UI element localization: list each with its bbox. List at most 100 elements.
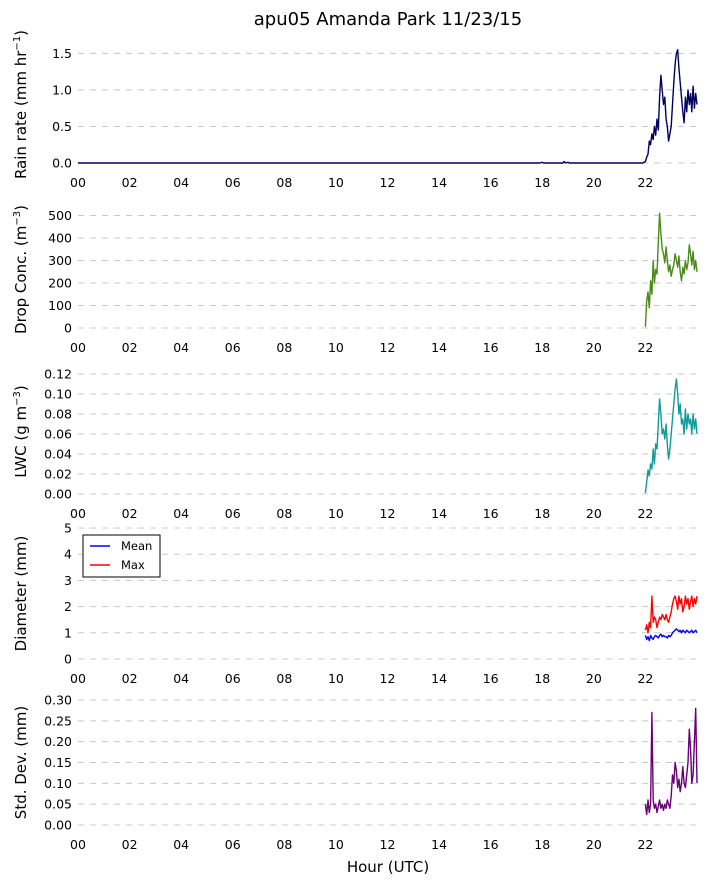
y-axis-label: Drop Conc. (m−3) — [12, 205, 30, 334]
x-tick-label: 18 — [534, 837, 550, 852]
y-tick-label: 0.10 — [44, 776, 72, 791]
x-tick-label: 08 — [276, 837, 292, 852]
x-tick-label: 08 — [276, 175, 292, 190]
y-tick-label: 0.04 — [44, 447, 72, 462]
x-tick-label: 16 — [483, 671, 499, 686]
x-tick-label: 10 — [328, 837, 344, 852]
x-tick-label: 04 — [173, 506, 189, 521]
x-tick-label: 10 — [328, 506, 344, 521]
x-tick-label: 14 — [431, 506, 447, 521]
y-tick-label: 0.02 — [44, 467, 72, 482]
x-tick-label: 00 — [70, 340, 86, 355]
y-tick-label: 0.00 — [44, 487, 72, 502]
y-tick-label: 1.5 — [52, 46, 72, 61]
x-tick-label: 20 — [586, 340, 602, 355]
chart-title: apu05 Amanda Park 11/23/15 — [254, 9, 522, 30]
x-tick-label: 20 — [586, 506, 602, 521]
x-tick-label: 20 — [586, 671, 602, 686]
y-tick-label: 0.06 — [44, 427, 72, 442]
x-tick-label: 12 — [380, 340, 396, 355]
y-axis-label: LWC (g m−3) — [12, 385, 30, 477]
x-tick-label: 04 — [173, 671, 189, 686]
y-tick-label: 0.25 — [44, 713, 72, 728]
x-tick-label: 22 — [637, 340, 653, 355]
x-tick-label: 00 — [70, 671, 86, 686]
x-tick-label: 18 — [534, 340, 550, 355]
x-tick-label: 16 — [483, 340, 499, 355]
x-tick-label: 14 — [431, 671, 447, 686]
x-tick-label: 16 — [483, 175, 499, 190]
x-tick-label: 22 — [637, 671, 653, 686]
panel-1: 0 100 200 300 400 500 00 02 04 06 08 10 12 14 16 18 20 22… — [12, 205, 698, 355]
y-tick-label: 0.5 — [52, 119, 72, 134]
panel-2: 0.00 0.02 0.04 0.06 0.08 0.10 0.12 00 02 04 06 08 10… — [12, 367, 698, 521]
x-tick-label: 08 — [276, 506, 292, 521]
x-tick-label: 08 — [276, 340, 292, 355]
x-tick-label: 16 — [483, 506, 499, 521]
y-tick-label: 0 — [64, 321, 72, 336]
x-tick-label: 02 — [122, 671, 138, 686]
x-tick-label: 14 — [431, 340, 447, 355]
y-axis-label: Rain rate (mm hr−1) — [12, 30, 30, 179]
x-tick-label: 06 — [225, 175, 241, 190]
x-tick-label: 10 — [328, 671, 344, 686]
x-tick-label: 12 — [380, 671, 396, 686]
x-tick-label: 02 — [122, 175, 138, 190]
y-axis-label: Std. Dev. (mm) — [12, 706, 30, 819]
panel-4: 0.00 0.05 0.10 0.15 0.20 0.25 0.30 00 02 04 06 08 10… — [12, 693, 698, 852]
x-tick-label: 12 — [380, 506, 396, 521]
x-tick-label: 06 — [225, 671, 241, 686]
y-tick-label: 0 — [64, 652, 72, 667]
x-tick-label: 22 — [637, 175, 653, 190]
x-tick-label: 04 — [173, 837, 189, 852]
x-tick-label: 10 — [328, 175, 344, 190]
panels: 0.00.51.01.500 02 04 06 08 10 12 14 16 18 20 22Rain… — [12, 30, 698, 852]
x-tick-label: 06 — [225, 340, 241, 355]
y-tick-label: 0.30 — [44, 693, 72, 708]
x-tick-label: 18 — [534, 175, 550, 190]
x-tick-label: 00 — [70, 175, 86, 190]
x-tick-label: 20 — [586, 175, 602, 190]
x-tick-label: 14 — [431, 837, 447, 852]
y-tick-label: 0.15 — [44, 755, 72, 770]
panel-0: 0.0 0.5 1.0 1.5 00 02 04 06 08 10 12 14 16 18 20 22 Rain… — [12, 30, 698, 190]
x-tick-label: 14 — [431, 175, 447, 190]
x-tick-label: 02 — [122, 506, 138, 521]
x-tick-label: 00 — [70, 837, 86, 852]
x-tick-label: 18 — [534, 671, 550, 686]
y-tick-label: 0.05 — [44, 797, 72, 812]
series-line-1-0 — [644, 212, 698, 327]
y-tick-label: 3 — [64, 573, 72, 588]
y-tick-label: 500 — [48, 208, 72, 223]
y-tick-label: 0.20 — [44, 734, 72, 749]
x-tick-label: 12 — [380, 837, 396, 852]
legend-label: Mean — [121, 539, 152, 553]
y-tick-label: 300 — [48, 253, 72, 268]
y-tick-label: 2 — [64, 599, 72, 614]
y-tick-label: 0.0 — [52, 156, 72, 171]
x-tick-label: 08 — [276, 671, 292, 686]
x-tick-label: 10 — [328, 340, 344, 355]
x-tick-label: 00 — [70, 506, 86, 521]
y-tick-label: 0.10 — [44, 387, 72, 402]
y-tick-label: 4 — [64, 547, 72, 562]
series-line-mean — [644, 628, 698, 642]
x-tick-label: 02 — [122, 837, 138, 852]
y-tick-label: 200 — [48, 276, 72, 291]
x-tick-label: 02 — [122, 340, 138, 355]
y-tick-label: 0.12 — [44, 367, 72, 382]
x-tick-label: 22 — [637, 837, 653, 852]
series-line-2-0 — [644, 378, 698, 494]
y-tick-label: 400 — [48, 231, 72, 246]
y-tick-label: 1.0 — [52, 82, 72, 97]
x-tick-label: 22 — [637, 506, 653, 521]
legend: Mean Max — [82, 534, 161, 578]
y-tick-label: 5 — [64, 521, 72, 536]
x-tick-label: 18 — [534, 506, 550, 521]
x-tick-label: 04 — [173, 340, 189, 355]
y-tick-label: 100 — [48, 298, 72, 313]
series-line-max — [644, 595, 698, 634]
x-tick-label: 06 — [225, 506, 241, 521]
x-tick-label: 20 — [586, 837, 602, 852]
